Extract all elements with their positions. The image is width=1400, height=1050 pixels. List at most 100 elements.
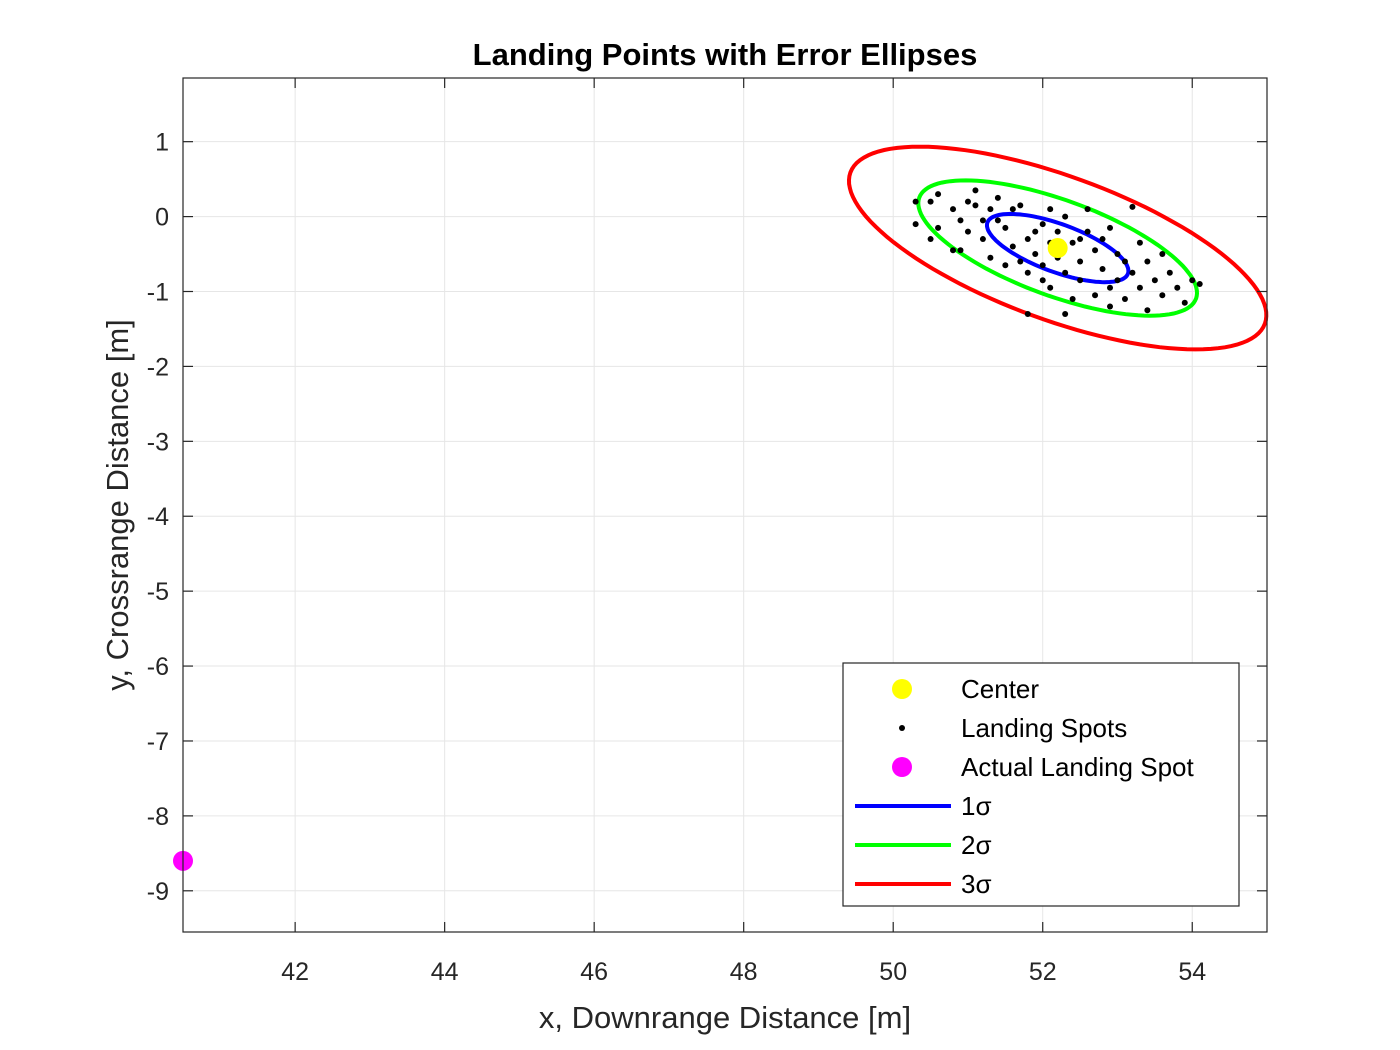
x-tick-label: 52 bbox=[1029, 958, 1057, 986]
landing-spot-point bbox=[964, 228, 971, 235]
landing-spot-point bbox=[1039, 221, 1046, 228]
landing-spot-point bbox=[1024, 310, 1031, 317]
landing-spot-point bbox=[1054, 228, 1061, 235]
landing-spot-point bbox=[994, 217, 1001, 224]
landing-spot-point bbox=[950, 206, 957, 213]
landing-spot-point bbox=[1039, 262, 1046, 269]
legend-entry: 2σ bbox=[855, 830, 992, 860]
landing-spot-point bbox=[1092, 247, 1099, 254]
legend-label: 2σ bbox=[961, 830, 992, 860]
landing-spot-point bbox=[1099, 236, 1106, 243]
landing-spot-point bbox=[1024, 236, 1031, 243]
legend-entry: 3σ bbox=[855, 869, 992, 899]
legend-label: Actual Landing Spot bbox=[961, 752, 1195, 782]
landing-spot-point bbox=[1174, 284, 1181, 291]
landing-spot-point bbox=[1121, 295, 1128, 302]
landing-spot-point bbox=[950, 247, 957, 254]
ellipse-3-sigma bbox=[846, 144, 1269, 352]
chart-title: Landing Points with Error Ellipses bbox=[473, 37, 978, 72]
landing-spot-point bbox=[1084, 206, 1091, 213]
landing-spot-point bbox=[1069, 239, 1076, 246]
y-tick-label: -3 bbox=[147, 428, 169, 456]
landing-spot-point bbox=[1032, 228, 1039, 235]
y-tick-label: -8 bbox=[147, 803, 169, 831]
center-marker bbox=[1047, 238, 1068, 259]
legend-label: Landing Spots bbox=[961, 713, 1127, 743]
legend-label: Center bbox=[961, 674, 1039, 704]
landing-spot-point bbox=[1107, 224, 1114, 231]
landing-spot-point bbox=[1181, 299, 1188, 306]
landing-spot-point bbox=[1062, 310, 1069, 317]
landing-spot-point bbox=[1002, 262, 1009, 269]
landing-spot-point bbox=[1159, 292, 1166, 299]
landing-spot-point bbox=[1062, 213, 1069, 220]
y-tick-label: -4 bbox=[147, 503, 169, 531]
y-tick-label: -2 bbox=[147, 353, 169, 381]
landing-spot-point bbox=[1166, 269, 1173, 276]
landing-spot-point bbox=[1129, 269, 1136, 276]
landing-spot-point bbox=[1196, 281, 1203, 288]
landing-spot-point bbox=[979, 236, 986, 243]
landing-spot-point bbox=[957, 217, 964, 224]
legend-marker bbox=[899, 725, 905, 731]
landing-spot-point bbox=[1047, 206, 1054, 213]
x-axis-label: x, Downrange Distance [m] bbox=[539, 1000, 911, 1035]
landing-spot-point bbox=[1047, 284, 1054, 291]
landing-spot-point bbox=[1077, 236, 1084, 243]
y-tick-label: -7 bbox=[147, 728, 169, 756]
landing-spot-point bbox=[1144, 258, 1151, 265]
landing-spot-point bbox=[1136, 239, 1143, 246]
landing-spot-point bbox=[912, 221, 919, 228]
landing-spot-point bbox=[935, 191, 942, 198]
landing-spot-point bbox=[1024, 269, 1031, 276]
landing-spot-point bbox=[972, 187, 979, 194]
landing-spot-point bbox=[1114, 251, 1121, 258]
y-tick-label: 1 bbox=[155, 129, 169, 157]
landing-spot-point bbox=[1002, 224, 1009, 231]
y-tick-label: -1 bbox=[147, 279, 169, 307]
landing-spot-point bbox=[912, 198, 919, 205]
legend-box bbox=[842, 662, 1240, 907]
landing-spot-point bbox=[1099, 266, 1106, 273]
landing-spot-point bbox=[1069, 295, 1076, 302]
landing-spot-point bbox=[1009, 206, 1016, 213]
y-tick-label: -9 bbox=[147, 878, 169, 906]
legend-label: 3σ bbox=[961, 869, 992, 899]
landing-spot-point bbox=[1136, 284, 1143, 291]
landing-spot-point bbox=[1151, 277, 1158, 284]
landing-spot-point bbox=[1159, 251, 1166, 258]
x-tick-label: 44 bbox=[431, 958, 459, 986]
landing-spot-point bbox=[1032, 251, 1039, 258]
landing-spot-point bbox=[1062, 269, 1069, 276]
landing-spot-point bbox=[987, 206, 994, 213]
legend: Center Landing Spots Actual Landing Spot 1σ… bbox=[842, 662, 1240, 907]
landing-spot-point bbox=[1107, 284, 1114, 291]
landing-spot-point bbox=[1017, 258, 1024, 265]
landing-spot-point bbox=[1144, 307, 1151, 314]
x-tick-label: 42 bbox=[281, 958, 309, 986]
landing-spot-point bbox=[1129, 203, 1136, 210]
legend-entry: 1σ bbox=[855, 791, 992, 821]
legend-label: 1σ bbox=[961, 791, 992, 821]
landing-spot-point bbox=[1092, 292, 1099, 299]
landing-spot-point bbox=[927, 198, 934, 205]
y-axis-label: y, Crossrange Distance [m] bbox=[100, 319, 135, 691]
legend-entry: Center bbox=[892, 674, 1039, 704]
y-tick-label: 0 bbox=[155, 204, 169, 232]
legend-marker bbox=[892, 679, 912, 699]
legend-entry: Actual Landing Spot bbox=[892, 752, 1195, 782]
ellipse-2-sigma bbox=[916, 178, 1200, 318]
y-tick-label: -5 bbox=[147, 578, 169, 606]
landing-spot-point bbox=[1114, 277, 1121, 284]
error-ellipses bbox=[846, 144, 1269, 352]
x-tick-label: 54 bbox=[1178, 958, 1206, 986]
ellipse-1-sigma bbox=[985, 211, 1131, 285]
landing-spot-point bbox=[1107, 303, 1114, 310]
landing-spot-point bbox=[1077, 277, 1084, 284]
x-tick-label: 50 bbox=[879, 958, 907, 986]
landing-spot-point bbox=[1009, 243, 1016, 250]
landing-spot-point bbox=[935, 224, 942, 231]
landing-spot-point bbox=[994, 194, 1001, 201]
legend-marker bbox=[892, 757, 912, 777]
